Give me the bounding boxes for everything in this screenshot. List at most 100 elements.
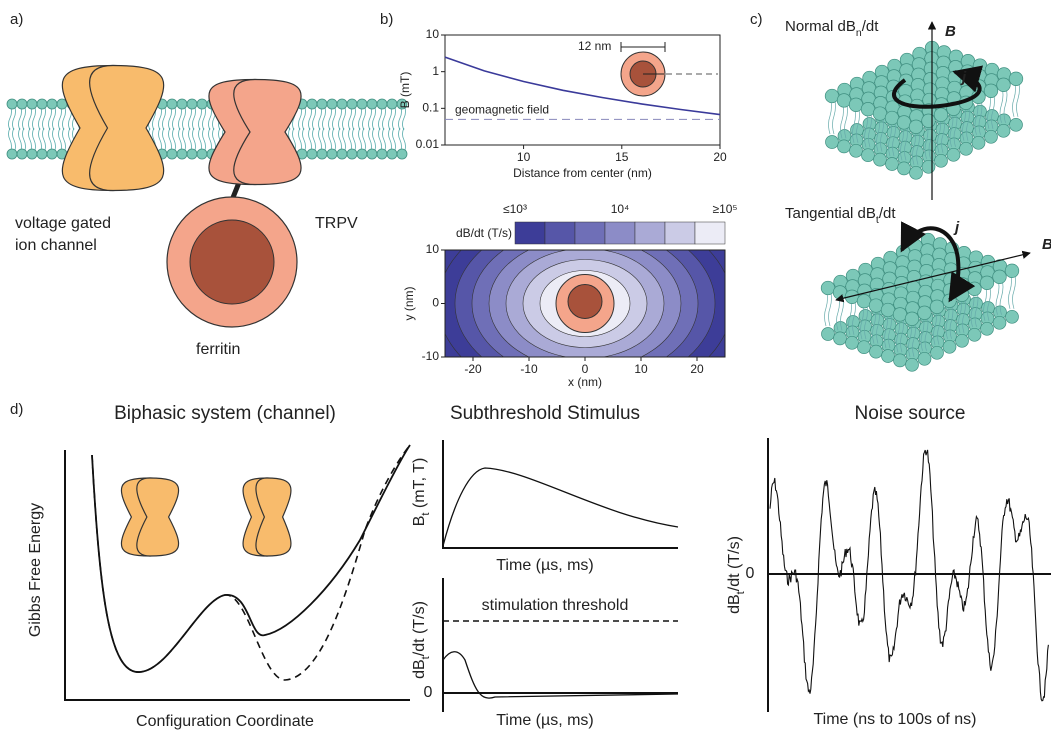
lipid-head <box>16 98 28 110</box>
lipid-head <box>849 143 863 158</box>
text-main: dB <box>411 659 428 679</box>
channel-subunit <box>233 78 302 186</box>
label: 10 <box>426 242 440 256</box>
lipid-head <box>346 148 358 160</box>
lipid-head <box>983 83 999 98</box>
text-rest: /dt (T/s) <box>726 536 743 591</box>
lipid-head <box>917 351 932 366</box>
label: 0 <box>424 684 433 701</box>
lipid-head <box>196 98 208 110</box>
lipid-head <box>836 93 852 108</box>
lipid-head <box>917 305 932 320</box>
lipid-head <box>1009 117 1023 132</box>
lipid-head <box>892 307 908 322</box>
label: 1 <box>432 64 439 78</box>
colorbar-cell <box>634 221 666 245</box>
text-sub: t <box>420 512 432 516</box>
lipid-head <box>832 285 848 300</box>
lipid-head <box>946 147 961 162</box>
contour-map <box>445 250 725 357</box>
lipid-head <box>955 333 969 348</box>
scale-bar <box>620 42 666 52</box>
lipid-head <box>46 98 58 110</box>
lipid-head <box>386 148 398 160</box>
channel-subunit <box>255 477 292 557</box>
lipid-head <box>36 98 48 110</box>
label: Biphasic system (channel) <box>114 403 336 424</box>
label: 10 <box>517 150 531 164</box>
lipid-head <box>869 344 883 359</box>
label: dBt/dt (T/s) <box>411 601 432 679</box>
lipid-head <box>6 148 18 160</box>
label: 20 <box>713 150 727 164</box>
lipid-head <box>992 315 1007 330</box>
lipid-head <box>979 275 995 290</box>
lipid-head <box>1004 263 1020 278</box>
lipid-head <box>921 113 936 128</box>
label: -10 <box>422 349 440 363</box>
lipid-head <box>176 98 188 110</box>
current-arc <box>900 221 976 303</box>
lipid-head <box>326 148 338 160</box>
lipid-head <box>942 339 957 354</box>
lipid-head <box>905 357 919 372</box>
lipid-head <box>992 269 1007 284</box>
label: Configuration Coordinate <box>136 713 314 730</box>
lipid-head <box>186 148 198 160</box>
label: ion channel <box>15 237 97 254</box>
lipid-head <box>46 148 58 160</box>
lipid-head <box>346 98 358 110</box>
plot-frame <box>444 34 721 146</box>
label: 0.01 <box>416 137 440 151</box>
lipid-head <box>376 98 388 110</box>
label: x (nm) <box>568 375 602 389</box>
lipid-head <box>861 148 875 163</box>
label: voltage gated <box>15 215 111 232</box>
field-pulse <box>442 467 679 547</box>
lipid-head <box>848 97 864 112</box>
lipid-head <box>996 77 1011 92</box>
label: Gibbs Free Energy <box>27 503 44 637</box>
colorbar-cell <box>604 221 636 245</box>
panel-label: d) <box>10 401 23 418</box>
text-main: B <box>411 516 428 527</box>
colorbar-cell <box>544 221 576 245</box>
text-sub: t <box>420 655 432 659</box>
rate-pulse <box>442 651 679 699</box>
axis <box>442 440 678 549</box>
lipid-head <box>908 119 924 134</box>
noise-trace <box>769 449 1049 702</box>
lipid-head <box>824 88 840 104</box>
label: Time (µs, ms) <box>496 712 594 729</box>
ferritin-core <box>567 284 603 319</box>
label: ≥10⁵ <box>713 202 738 216</box>
lipid-head <box>166 148 178 160</box>
lipid-head <box>897 161 911 176</box>
lipid-head <box>16 148 28 160</box>
text-main: Tangential dB <box>785 205 876 222</box>
lipid-head <box>306 148 318 160</box>
lipid-head <box>984 129 998 144</box>
lipid-head <box>366 148 378 160</box>
label: Bt (mT, T) <box>411 458 432 527</box>
text-rest: /dt <box>862 18 880 35</box>
label: ferritin <box>196 341 240 358</box>
lipid-head <box>909 165 923 180</box>
colorbar-cell <box>574 221 606 245</box>
label: geomagnetic field <box>455 103 549 117</box>
lipid-head <box>881 349 895 363</box>
lipid-head <box>971 135 986 150</box>
label: 0 <box>432 296 439 310</box>
lipid-head <box>868 298 884 313</box>
label: Time (ns to 100s of ns) <box>813 711 976 728</box>
lipid-head <box>860 102 876 117</box>
lipid-head <box>396 148 408 160</box>
label: Noise source <box>855 403 966 424</box>
label: Normal dBn/dt <box>785 18 879 39</box>
text-sub: t <box>876 214 879 226</box>
text-rest: /dt <box>879 205 897 222</box>
lipid-head <box>36 148 48 160</box>
lipid-head <box>954 287 970 302</box>
lipid-head <box>825 135 839 149</box>
lipid-head <box>316 98 328 110</box>
